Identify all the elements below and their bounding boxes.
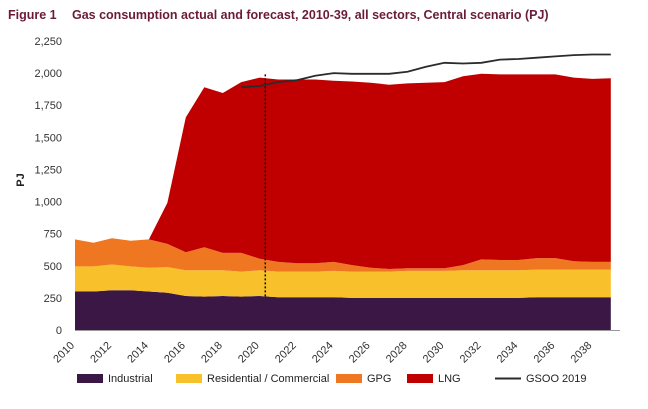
legend-swatch-lng: [407, 374, 433, 383]
chart-title: Gas consumption actual and forecast, 201…: [72, 8, 549, 22]
y-tick-label: 750: [44, 229, 62, 241]
x-tick-label: 2010: [51, 340, 77, 366]
y-tick-label: 1,250: [34, 164, 62, 176]
area-layers: [75, 73, 611, 330]
legend-swatch-gpg: [336, 374, 362, 383]
x-tick-label: 2024: [310, 340, 336, 366]
y-tick-label: 500: [44, 261, 62, 273]
chart-title-row: Figure 1 Gas consumption actual and forec…: [8, 8, 549, 22]
legend-label-gpg: GPG: [367, 373, 391, 385]
x-axis: 2010 2012 2014 2016 2018 2020 2022 2024 2026 2028…: [51, 330, 620, 366]
y-tick-label: 2,000: [34, 68, 62, 80]
x-tick-label: 2030: [421, 340, 447, 366]
legend-label-lng: LNG: [438, 373, 461, 385]
figure-label: Figure 1: [8, 8, 57, 22]
x-tick-label: 2034: [495, 340, 521, 366]
x-tick-label: 2028: [384, 340, 410, 366]
legend-label-industrial: Industrial: [108, 373, 153, 385]
area-industrial: [75, 290, 611, 330]
y-axis: 0 250 500 750 1,000 1,250 1,500 1,750 2,000 2,250: [34, 36, 62, 337]
gsoo-2019-line: [241, 53, 611, 89]
x-tick-label: 2012: [88, 340, 114, 366]
legend-label-gsoo-2019: GSOO 2019: [526, 373, 587, 385]
area-residential-commercial: [75, 264, 611, 298]
x-tick-label: 2036: [532, 340, 558, 366]
x-tick-label: 2020: [236, 340, 262, 366]
x-tick-label: 2018: [199, 340, 225, 366]
x-tick-label: 2022: [273, 340, 299, 366]
y-tick-label: 250: [44, 293, 62, 305]
x-tick-label: 2038: [569, 340, 595, 366]
x-tick-label: 2032: [458, 340, 484, 366]
y-tick-label: 0: [56, 325, 62, 337]
y-tick-label: 1,750: [34, 100, 62, 112]
legend-swatch-industrial: [77, 374, 103, 383]
area-gpg: [75, 238, 611, 272]
y-tick-label: 1,500: [34, 132, 62, 144]
y-tick-label: 2,250: [34, 36, 62, 48]
x-tick-label: 2014: [125, 340, 151, 366]
x-tick-label: 2026: [347, 340, 373, 366]
legend-swatch-residential-commercial: [176, 374, 202, 383]
legend-label-residential-commercial: Residential / Commercial: [207, 373, 329, 385]
y-axis-label: PJ: [15, 173, 27, 186]
x-tick-label: 2016: [162, 340, 188, 366]
legend: Industrial Residential / Commercial GPG LNG…: [77, 373, 587, 385]
y-tick-label: 1,000: [34, 197, 62, 209]
area-lng: [75, 73, 611, 269]
